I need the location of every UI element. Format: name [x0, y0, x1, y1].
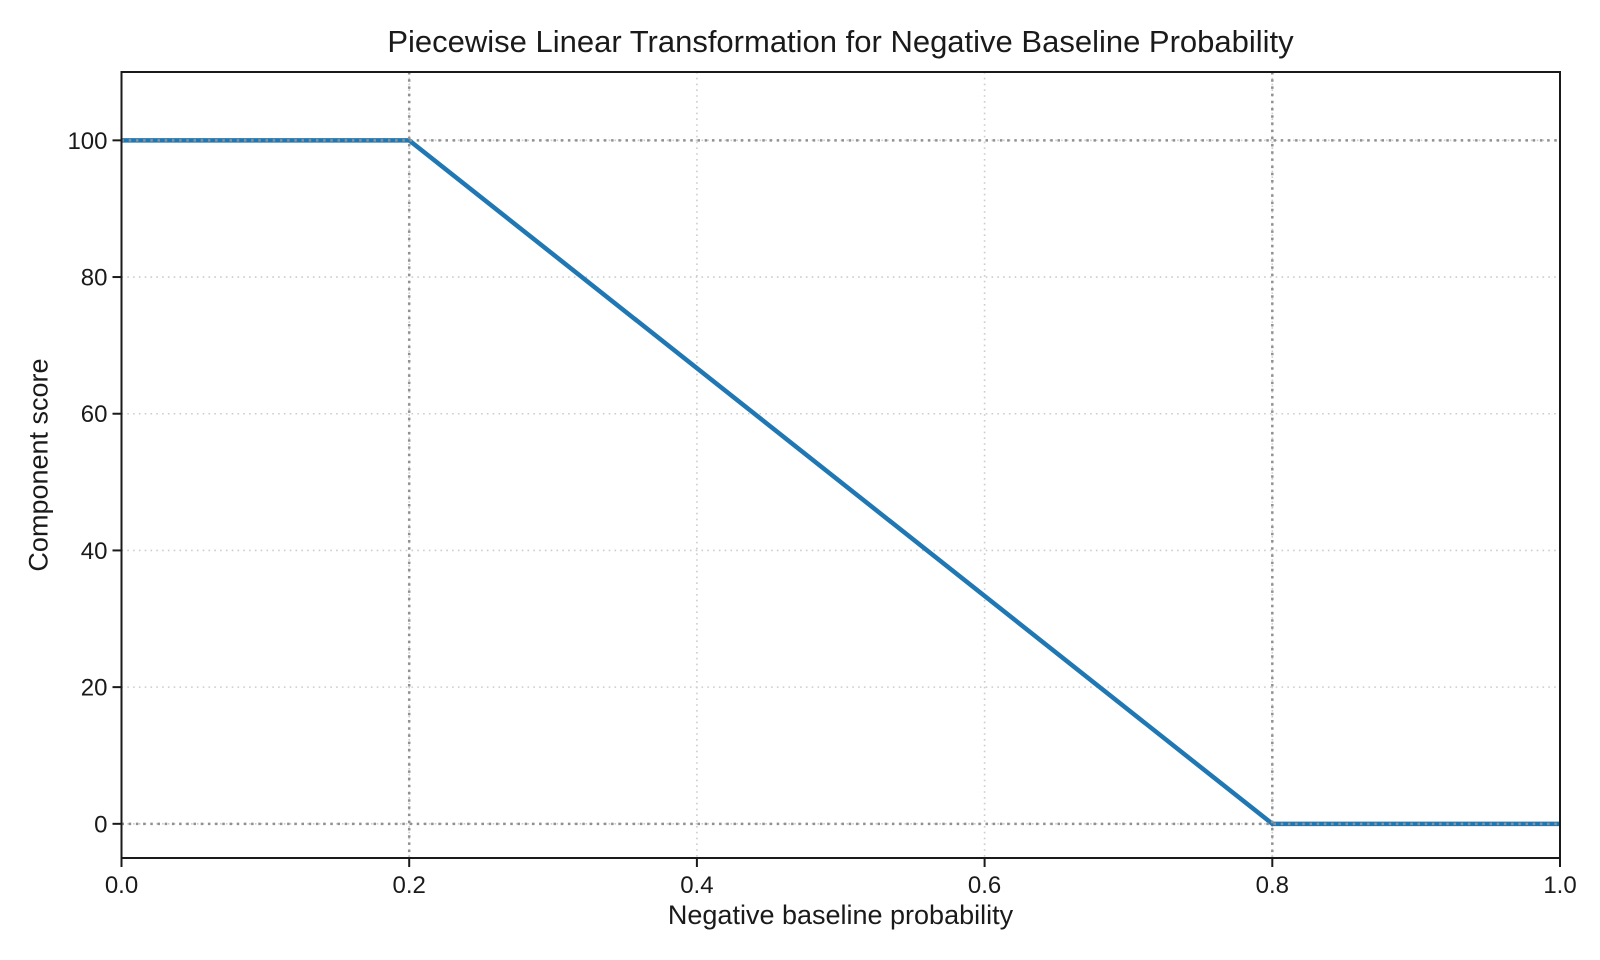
y-tick-label: 0: [94, 811, 107, 838]
x-tick-label: 0.0: [105, 872, 138, 899]
y-tick-label: 40: [81, 538, 108, 565]
y-tick-label: 100: [67, 128, 107, 155]
series-line: [121, 138, 1560, 827]
x-tick-label: 0.2: [393, 872, 426, 899]
y-tick-label: 60: [81, 401, 108, 428]
x-axis-label: Negative baseline probability: [667, 900, 1014, 930]
x-tick-label: 1.0: [1543, 872, 1576, 899]
plot-border: [120, 71, 1561, 859]
x-tick-label: 0.4: [680, 872, 713, 899]
chart-title: Piecewise Linear Transformation for Nega…: [387, 24, 1294, 59]
y-tick-label: 20: [81, 675, 108, 702]
y-tick-label: 80: [81, 265, 108, 292]
x-tick-label: 0.6: [968, 872, 1001, 899]
x-tick-label: 0.8: [1256, 872, 1289, 899]
